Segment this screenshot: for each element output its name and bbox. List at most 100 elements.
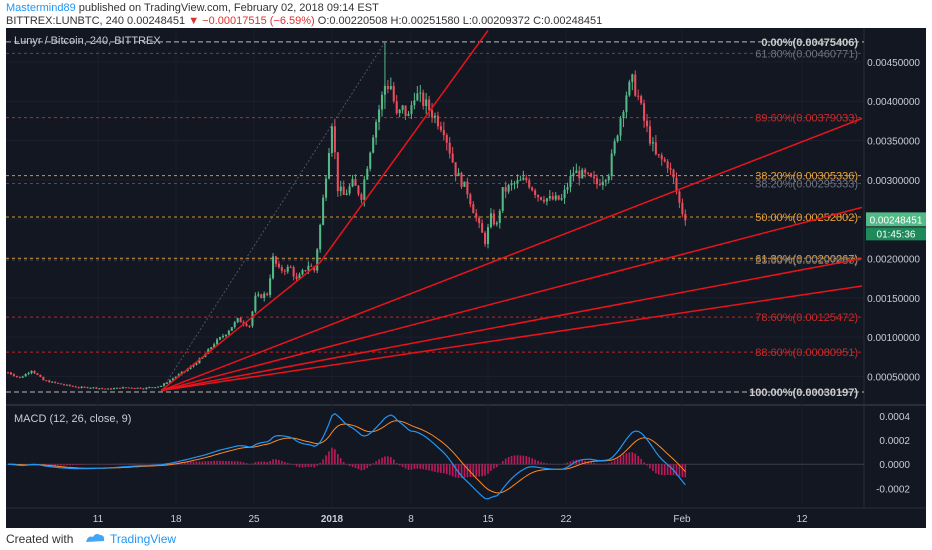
- macd-histogram-bar: [292, 464, 295, 465]
- candle-body: [165, 382, 169, 384]
- macd-histogram-bar: [225, 461, 227, 465]
- candle-body: [372, 137, 375, 153]
- candle-body: [657, 154, 660, 156]
- macd-histogram-bar: [581, 460, 584, 465]
- macd-histogram-bar: [142, 463, 145, 465]
- candle-body: [171, 378, 174, 381]
- macd-histogram-bar: [463, 464, 466, 478]
- macd-histogram-bar: [384, 456, 386, 465]
- candle-body: [604, 180, 607, 182]
- trendline: [160, 206, 863, 392]
- macd-histogram-bar: [537, 460, 539, 465]
- candle-body: [425, 99, 428, 107]
- fib-level-label: 78.60%(0.00125472): [755, 312, 858, 324]
- macd-histogram-bar: [80, 464, 83, 465]
- candle-body: [354, 179, 357, 186]
- candle-body: [39, 374, 42, 377]
- macd-histogram-bar: [490, 464, 492, 471]
- candle-body: [539, 197, 543, 200]
- candle-body: [18, 376, 21, 378]
- macd-histogram-bar: [578, 459, 581, 465]
- macd-histogram-bar: [145, 463, 148, 465]
- macd-histogram-bar: [684, 464, 687, 478]
- macd-histogram-bar: [295, 464, 298, 467]
- macd-histogram-bar: [157, 463, 159, 465]
- candle-body: [360, 194, 363, 200]
- macd-histogram-bar: [445, 464, 448, 475]
- macd-histogram-bar: [45, 464, 48, 466]
- macd-histogram-bar: [363, 464, 366, 470]
- candle-body: [62, 384, 65, 386]
- candle-body: [74, 386, 77, 388]
- macd-histogram-bar: [254, 462, 257, 465]
- candle-body: [375, 122, 378, 138]
- candle-body: [59, 383, 63, 385]
- candle-body: [30, 370, 33, 373]
- chart-area[interactable]: 0.00%(0.00475406) 61.80%(0.00460771) 89.60…: [6, 28, 926, 528]
- macd-histogram-bar: [251, 463, 254, 465]
- candle-body: [216, 339, 219, 345]
- macd-histogram-bar: [478, 464, 480, 477]
- macd-histogram-bar: [534, 459, 536, 465]
- price-tick-label: 0.00100000: [867, 333, 920, 344]
- candle-body: [466, 181, 469, 195]
- candle-body: [83, 386, 86, 388]
- macd-histogram-bar: [186, 461, 189, 465]
- candle-body: [154, 387, 157, 389]
- macd-histogram-bar: [348, 464, 351, 467]
- candle-body: [640, 96, 643, 104]
- candle-body: [525, 177, 528, 181]
- candle-body: [325, 178, 328, 198]
- candle-body: [210, 347, 213, 350]
- macd-histogram-bar: [325, 455, 327, 465]
- time-tick-label: 15: [482, 514, 494, 525]
- author-link[interactable]: Mastermind89: [6, 2, 76, 14]
- candle-body: [569, 176, 572, 188]
- macd-histogram-bar: [516, 455, 519, 465]
- candle-body: [625, 95, 628, 113]
- macd-histogram-bar: [175, 462, 177, 465]
- trendline: [319, 29, 489, 263]
- macd-histogram-bar: [525, 456, 528, 465]
- publish-info: Mastermind89 published on TradingView.co…: [6, 2, 379, 14]
- macd-histogram-bar: [334, 449, 336, 465]
- macd-histogram-bar: [228, 461, 230, 465]
- macd-histogram-bar: [278, 460, 280, 465]
- candle-body: [554, 195, 557, 200]
- candle-body: [643, 103, 646, 121]
- candle-body: [537, 194, 540, 198]
- macd-histogram-bar: [357, 464, 360, 470]
- price-tick-label: 0.00450000: [867, 58, 920, 69]
- chart-canvas[interactable]: 0.00%(0.00475406)61.80%(0.00460771) 89.60…: [6, 28, 926, 528]
- fib-level-label: 0.00%(0.00475406): [761, 37, 858, 49]
- macd-histogram-bar: [119, 463, 121, 465]
- candle-body: [65, 384, 68, 386]
- macd-histogram-bar: [331, 447, 333, 465]
- macd-histogram-bar: [77, 464, 80, 465]
- candle-body: [587, 172, 590, 174]
- macd-histogram-bar: [66, 464, 68, 466]
- candle-body: [607, 176, 610, 181]
- fib-level-label: 88.60%(0.00080951): [755, 347, 858, 359]
- macd-histogram-bar: [663, 464, 666, 476]
- fib-level-label: 89.60%(0.00379033): [755, 113, 858, 125]
- candle-body: [457, 172, 460, 176]
- candle-body: [283, 270, 286, 272]
- candle-body: [410, 105, 413, 114]
- macd-histogram-bar: [328, 451, 330, 465]
- candle-body: [110, 388, 113, 390]
- candle-body: [192, 364, 195, 367]
- macd-histogram-bar: [51, 464, 53, 466]
- candle-body: [654, 142, 657, 155]
- candle-body: [634, 74, 637, 96]
- time-tick-label: 22: [560, 514, 572, 525]
- time-tick-label: 25: [248, 514, 260, 525]
- candle-body: [363, 179, 366, 200]
- macd-histogram-bar: [307, 464, 310, 467]
- tradingview-brand[interactable]: TradingView: [110, 532, 177, 546]
- chart-header: Mastermind89 published on TradingView.co…: [0, 0, 932, 28]
- macd-histogram-bar: [54, 464, 56, 466]
- macd-histogram-bar: [522, 455, 525, 465]
- candle-body: [168, 380, 171, 383]
- price-tick-label: 0.00050000: [867, 372, 920, 383]
